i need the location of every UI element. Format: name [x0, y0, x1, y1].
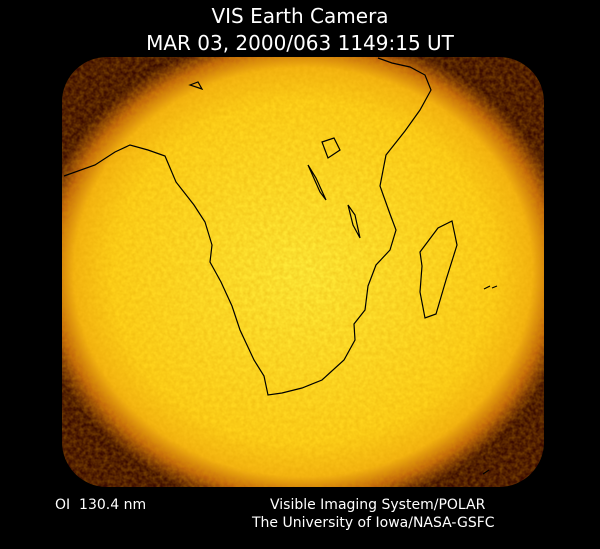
title: VIS Earth Camera — [211, 4, 388, 28]
wavelength: OI 130.4 nm — [55, 497, 146, 513]
islands — [482, 285, 498, 475]
coastlines — [63, 57, 498, 475]
credit-line: The University of Iowa/NASA-GSFC — [251, 515, 495, 531]
timestamp: MAR 03, 2000/063 1149:15 UT — [146, 31, 455, 55]
lake — [321, 137, 341, 159]
madagascar — [419, 220, 458, 319]
lake — [347, 204, 361, 239]
credit-line: Visible Imaging System/POLAR — [270, 497, 486, 513]
earth-image — [62, 57, 544, 487]
coast-fragment — [188, 81, 204, 91]
lake — [307, 164, 327, 201]
africa-coast — [63, 57, 432, 396]
image-noise — [62, 57, 544, 487]
